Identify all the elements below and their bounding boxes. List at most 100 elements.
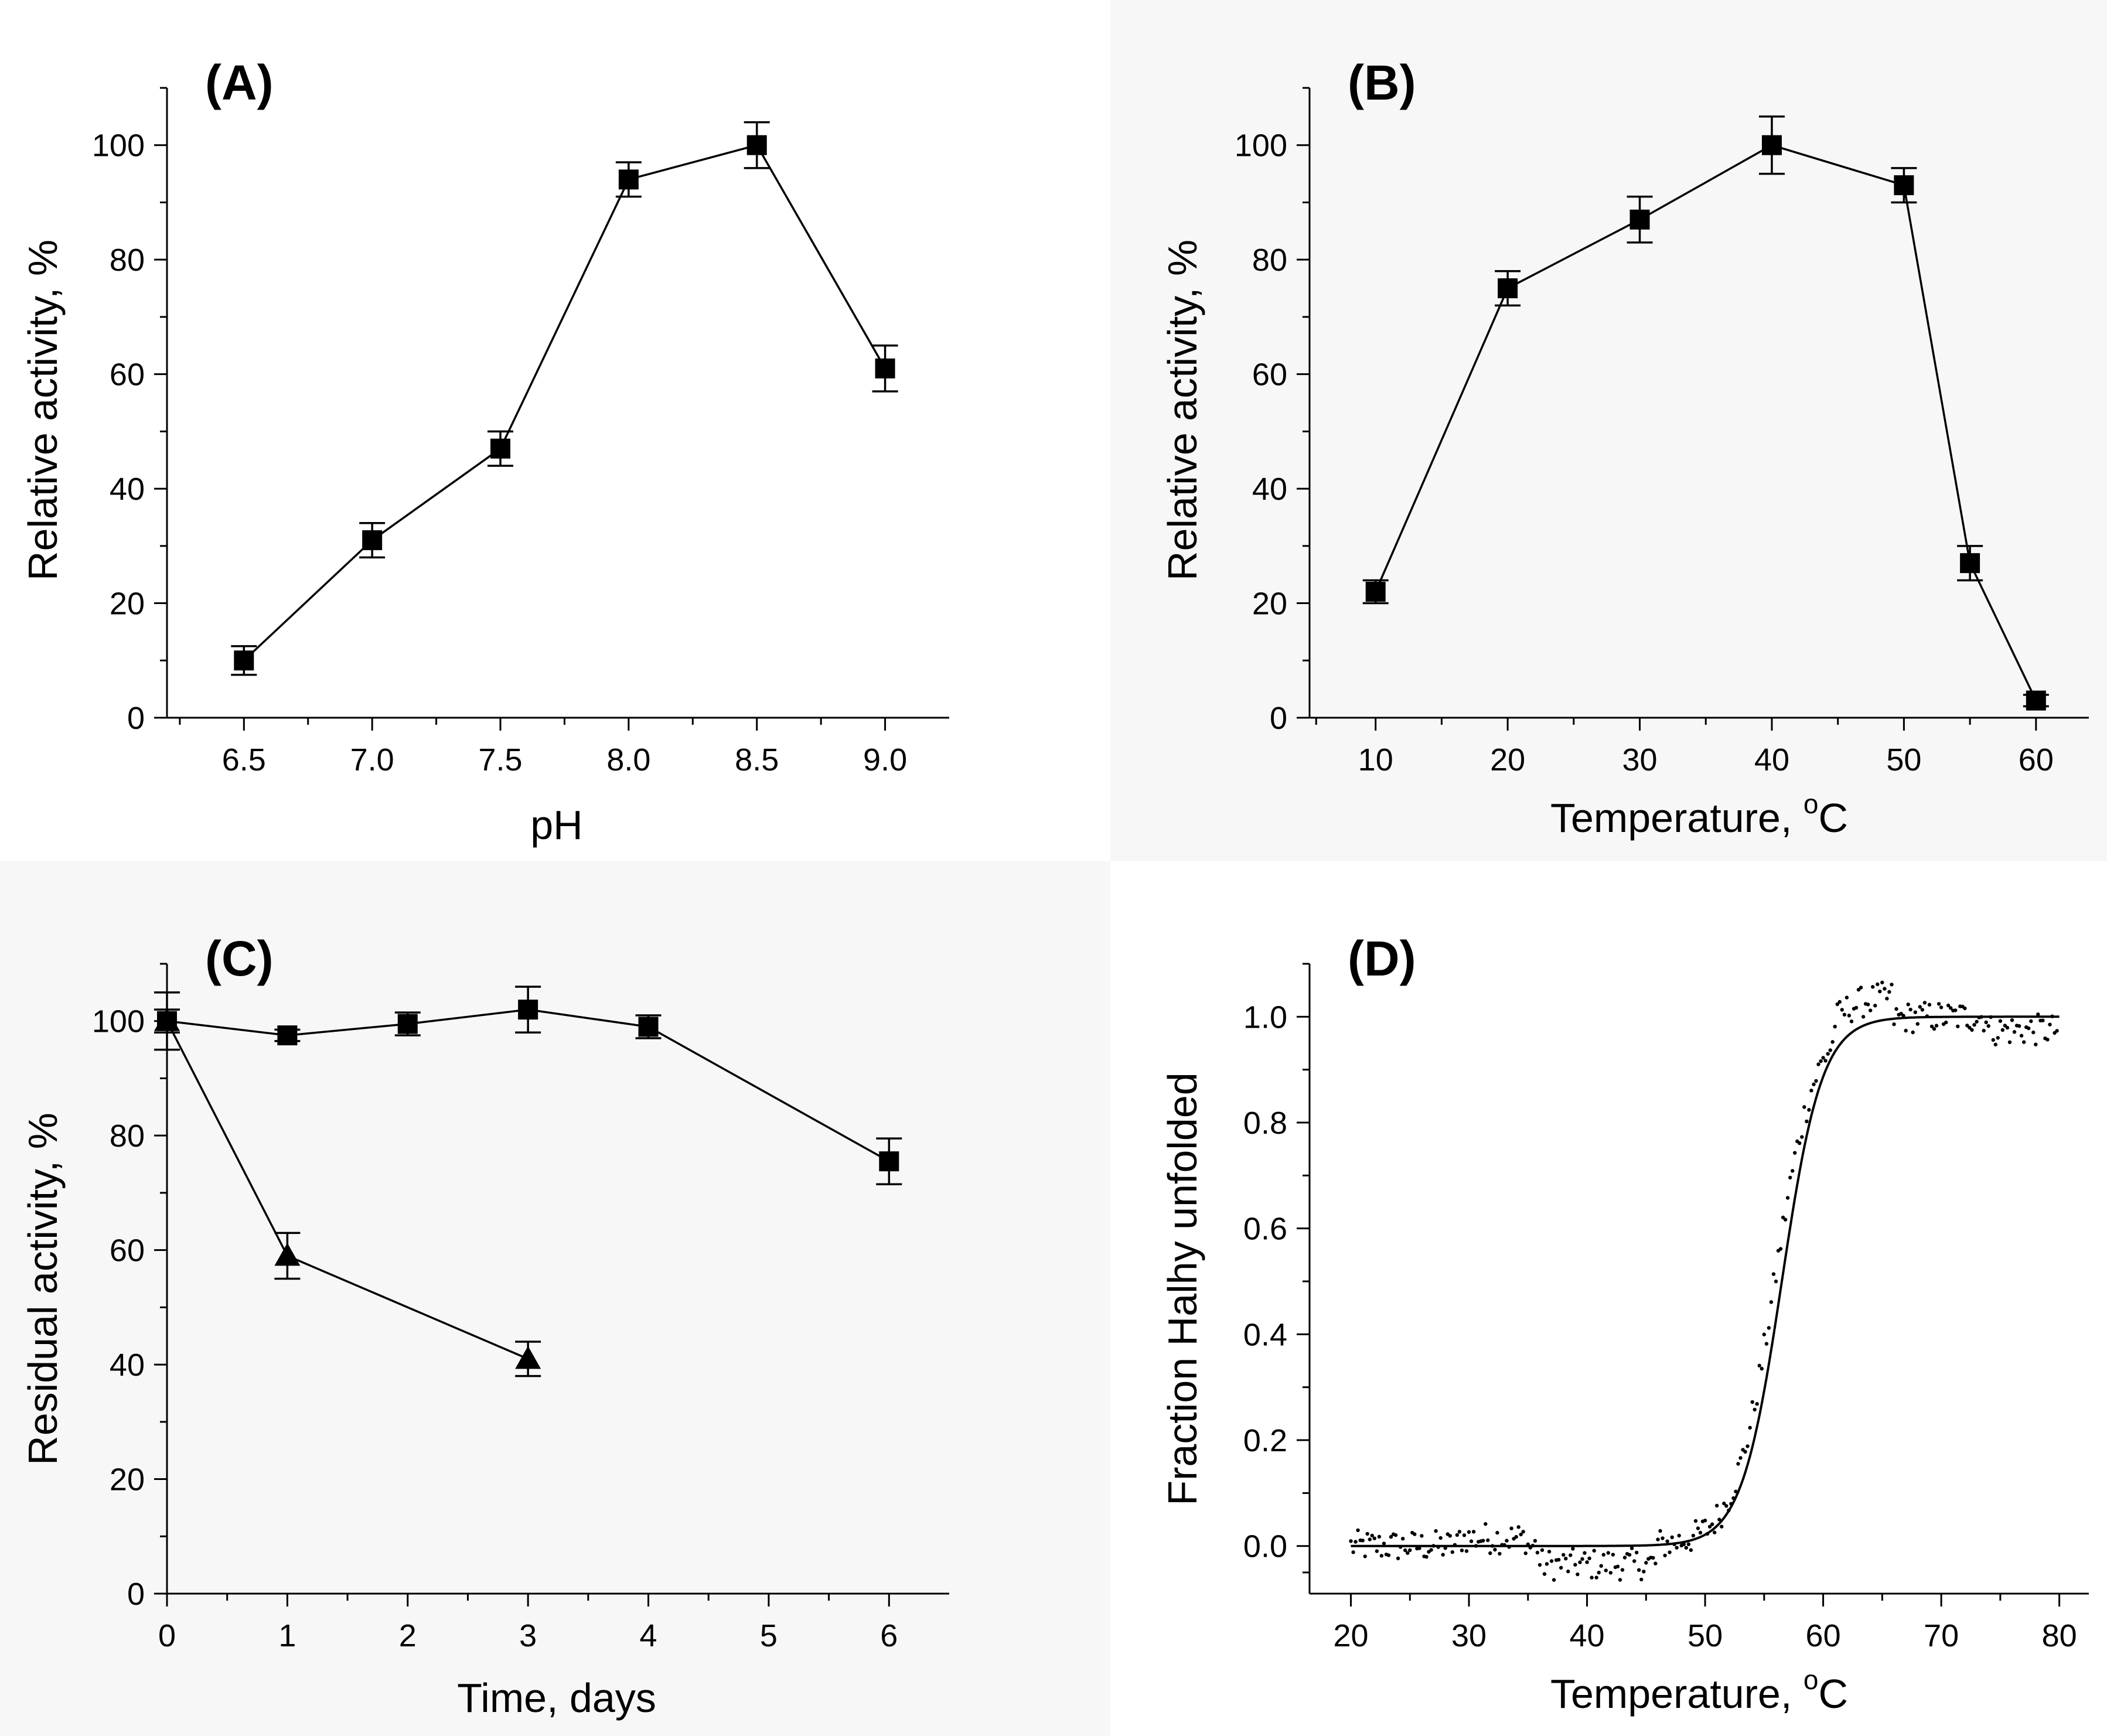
panel-d-label: (D) xyxy=(1348,931,1416,986)
panel-d-data-point xyxy=(1393,1533,1398,1537)
panel-a-data-point-square xyxy=(234,650,254,671)
panel-d-data-point xyxy=(1760,1366,1764,1371)
panel-d-data-point xyxy=(1665,1539,1669,1543)
panel-d-data-point xyxy=(1691,1533,1696,1538)
panel-d-data-point xyxy=(1601,1553,1605,1557)
panel-d-data-point xyxy=(1830,1040,1835,1044)
panel-d-data-point xyxy=(1887,990,1891,994)
panel-d-data-point xyxy=(1611,1553,1615,1557)
panel-d-data-point xyxy=(2007,1040,2012,1045)
panel-d-data-point xyxy=(1814,1079,1818,1083)
panel-d-data-point xyxy=(1949,1006,1953,1010)
panel-d-data-point xyxy=(1833,1025,1837,1029)
panel-d-data-point xyxy=(1498,1551,1502,1556)
panel-d-data-point xyxy=(1615,1564,1620,1568)
panel-d-data-point xyxy=(1693,1519,1698,1523)
panel-a-marks xyxy=(231,121,898,676)
panel-d-data-point xyxy=(1890,983,1894,987)
panel-d-data-point xyxy=(1608,1571,1613,1575)
panel-d-data-point xyxy=(1975,1019,1979,1024)
panel-d-data-point xyxy=(1798,1141,1802,1145)
panel-d-data-point xyxy=(1996,1036,2000,1040)
panel-d-data-point xyxy=(1828,1048,1832,1052)
panel-d-data-point xyxy=(1944,1020,1948,1025)
panel-c-data-point-square xyxy=(277,1025,298,1046)
panel-b-ticks: 10 20 30 40 50 60 0 20 40 60 80 100 xyxy=(1235,87,2054,777)
panel-d-data-point xyxy=(1869,1008,1873,1012)
panel-d-data-point xyxy=(1552,1578,1556,1582)
panel-a-y-tick-label: 60 xyxy=(110,357,145,393)
panel-d-data-point xyxy=(1894,1007,1898,1011)
panel-a-data-point-square xyxy=(618,169,639,190)
panel-d-data-point xyxy=(1783,1217,1788,1222)
panel-d-data-point xyxy=(1533,1539,1537,1543)
panel-d-data-point xyxy=(2029,1019,2033,1024)
panel-d-ticks: 20 30 40 50 60 70 80 0.0 0.2 0.4 0.6 0.8 1.0 xyxy=(1243,963,2077,1653)
panel-d-data-point xyxy=(1386,1553,1391,1557)
panel-d-data-point xyxy=(1840,1008,1844,1012)
panel-d-data-point xyxy=(2045,1038,2050,1042)
panel-d-data-point xyxy=(1925,1014,1929,1018)
panel-d-data-point xyxy=(1689,1548,1693,1552)
panel-c-data-point-square xyxy=(518,1000,538,1020)
panel-d-data-point xyxy=(1629,1546,1634,1550)
panel-d-data-point xyxy=(1396,1556,1400,1560)
panel-d-data-point xyxy=(2003,1024,2007,1028)
panel-d-data-point xyxy=(1823,1059,1828,1063)
panel-d-data-point xyxy=(1622,1556,1627,1560)
panel-a-x-tick-label: 6.5 xyxy=(222,742,266,777)
panel-d-x-axis-title-unit: C xyxy=(1818,1671,1848,1717)
panel-d-data-point xyxy=(1547,1550,1552,1554)
panel-d-data-point xyxy=(1871,985,1875,989)
panel-b-x-tick-label: 10 xyxy=(1358,742,1393,777)
panel-d-data-point xyxy=(1564,1557,1568,1561)
panel-d-data-point xyxy=(1826,1052,1830,1056)
panel-b-x-tick-label: 40 xyxy=(1754,742,1789,777)
panel-d-data-point xyxy=(1883,987,1887,991)
panel-c-data-point-square xyxy=(397,1014,418,1034)
panel-d-data-point xyxy=(1812,1082,1816,1086)
panel-a-x-tick-label: 8.5 xyxy=(735,742,779,777)
panel-d-x-axis-title: Temperature, oC xyxy=(1550,1665,1848,1717)
panel-a-x-tick-label: 7.5 xyxy=(478,742,522,777)
panel-d-data-point xyxy=(1495,1530,1499,1535)
panel-d-data-point xyxy=(1509,1526,1513,1530)
panel-d-data-point xyxy=(2036,1012,2040,1017)
panel-d-data-point xyxy=(1722,1501,1726,1506)
panel-d-data-point xyxy=(1805,1119,1809,1124)
panel-b-x-axis-title-unit: C xyxy=(1818,795,1848,841)
panel-c-data-point-triangle xyxy=(274,1243,301,1266)
panel-d-data-point xyxy=(1821,1056,1825,1060)
panel-d-data-point xyxy=(1915,1022,1920,1026)
panel-a-x-axis-title: pH xyxy=(530,802,582,848)
panel-c-y-tick-label: 40 xyxy=(110,1348,145,1383)
panel-d-data-point xyxy=(1361,1539,1365,1543)
panel-c-label: (C) xyxy=(205,931,274,986)
panel-d-data-point xyxy=(1620,1568,1625,1572)
panel-a-y-tick-label: 0 xyxy=(127,701,145,736)
panel-d-data-point xyxy=(1372,1536,1376,1540)
panel-d-data-point xyxy=(1519,1532,1523,1537)
panel-d-data-point xyxy=(2048,1022,2052,1026)
panel-d-data-point xyxy=(1453,1543,1457,1547)
panel-d-data-point xyxy=(1569,1553,1573,1557)
panel-d-data-point xyxy=(2017,1024,2021,1028)
panel-d-data-point xyxy=(1488,1551,1492,1556)
panel-c-x-tick-label: 3 xyxy=(519,1618,537,1653)
panel-a-data-point-square xyxy=(746,135,767,155)
panel-d-data-point xyxy=(1911,1030,1915,1035)
panel-d-y-tick-label: 0.4 xyxy=(1243,1317,1287,1352)
panel-d-data-point xyxy=(1920,1008,1925,1012)
panel-d-data-point xyxy=(1542,1572,1547,1576)
panel-d-data-point xyxy=(1455,1533,1460,1537)
panel-a-label: (A) xyxy=(205,55,274,110)
panel-d-data-point xyxy=(1802,1105,1806,1109)
panel-d-data-point xyxy=(1573,1563,1577,1567)
panel-d-data-point xyxy=(1698,1530,1703,1535)
panel-d-data-point xyxy=(1540,1548,1545,1552)
panel-c-x-tick-label: 4 xyxy=(640,1618,657,1653)
panel-d-x-tick-label: 60 xyxy=(1806,1618,1841,1653)
panel-d-data-point xyxy=(1431,1544,1436,1548)
